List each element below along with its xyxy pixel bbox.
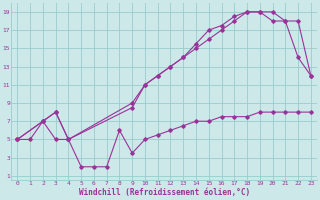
X-axis label: Windchill (Refroidissement éolien,°C): Windchill (Refroidissement éolien,°C)	[78, 188, 250, 197]
